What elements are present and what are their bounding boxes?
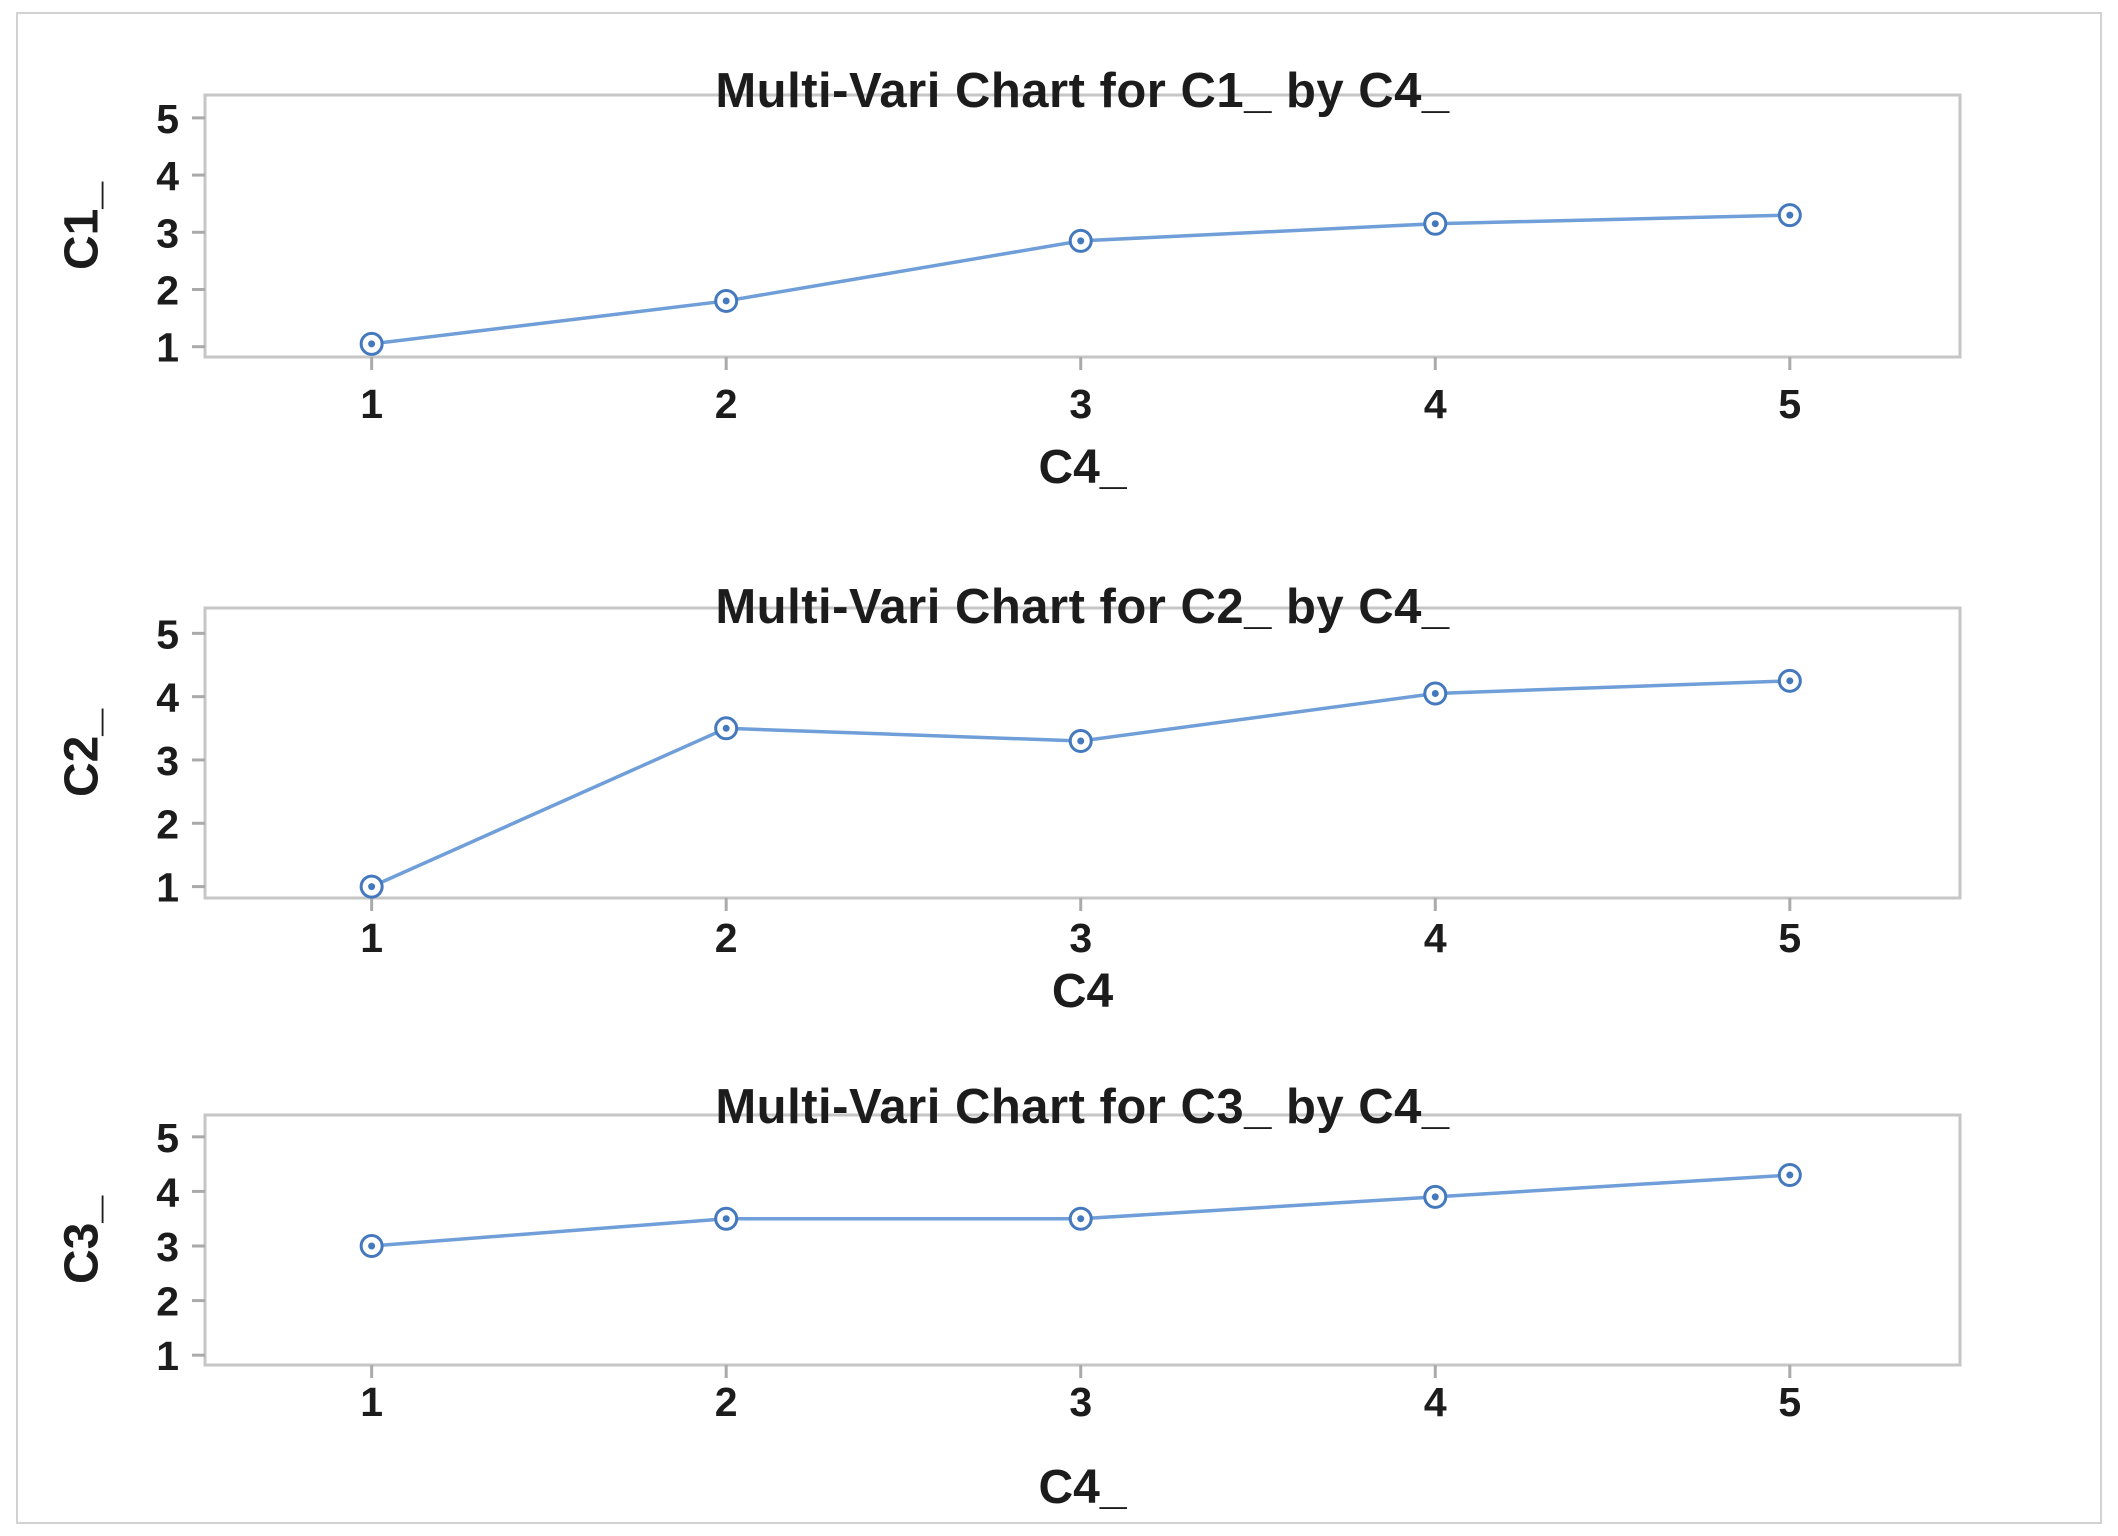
data-point-center-dot <box>1077 237 1085 245</box>
plot-area: 1 2 3 4 5 1 2 3 4 5 <box>156 93 1962 427</box>
y-axis-label: C3_ <box>55 1195 109 1285</box>
x-tick-label: 5 <box>1778 381 1801 427</box>
plot-area: 1 2 3 4 5 1 2 3 4 5 <box>156 606 1962 961</box>
data-point-center-dot <box>1786 1171 1794 1179</box>
chart-c2-by-c4: 1 2 3 4 5 1 2 3 4 5 Multi-Vari Chart for C2_ by C… <box>0 512 2118 1024</box>
data-point-center-dot <box>1786 677 1794 685</box>
x-tick-label: 1 <box>360 915 383 961</box>
x-tick-label: 2 <box>715 1379 738 1425</box>
data-point-center-dot <box>368 883 376 891</box>
data-point-center-dot <box>1077 737 1085 745</box>
y-tick-label: 5 <box>156 96 179 142</box>
data-point-center-dot <box>1431 689 1439 697</box>
x-tick-label: 3 <box>1069 915 1092 961</box>
y-tick-label: 3 <box>156 210 179 256</box>
x-tick-label: 4 <box>1424 1379 1447 1425</box>
x-tick-label: 3 <box>1069 381 1092 427</box>
chart-title: Multi-Vari Chart for C3_ by C4_ <box>715 1079 1450 1134</box>
y-tick-label: 1 <box>156 325 179 371</box>
y-tick-label: 4 <box>156 153 179 199</box>
y-axis-label: C1_ <box>55 181 109 271</box>
y-axis-label: C2_ <box>55 708 109 798</box>
chart-c1-by-c4: 1 2 3 4 5 1 2 3 4 5 Multi-Vari Chart for C1_ by C… <box>0 0 2118 512</box>
y-tick-label: 5 <box>156 1115 179 1161</box>
y-tick-label: 5 <box>156 611 179 657</box>
data-point-center-dot <box>1431 1193 1439 1201</box>
y-tick-label: 4 <box>156 675 179 721</box>
x-axis-label: C4_ <box>1038 1461 1127 1514</box>
x-tick-label: 5 <box>1778 915 1801 961</box>
data-point-center-dot <box>722 724 730 732</box>
plot-border <box>203 606 1962 900</box>
x-tick-label: 5 <box>1778 1379 1801 1425</box>
x-axis-label: C4 <box>1051 965 1114 1018</box>
y-tick-label: 4 <box>156 1169 179 1215</box>
y-tick-label: 2 <box>156 1279 179 1325</box>
plot-border <box>203 93 1962 359</box>
y-tick-label: 2 <box>156 267 179 313</box>
data-point-center-dot <box>1077 1215 1085 1223</box>
chart-c3-by-c4: 1 2 3 4 5 1 2 3 4 5 Multi-Vari Chart for C3_ by C… <box>0 1024 2118 1536</box>
x-axis-label: C4_ <box>1038 441 1127 494</box>
data-point-center-dot <box>722 297 730 305</box>
data-point-center-dot <box>722 1215 730 1223</box>
x-tick-label: 4 <box>1424 381 1447 427</box>
y-tick-label: 1 <box>156 1333 179 1379</box>
x-tick-label: 1 <box>360 1379 383 1425</box>
y-tick-label: 3 <box>156 1224 179 1270</box>
y-tick-label: 1 <box>156 865 179 911</box>
x-tick-label: 1 <box>360 381 383 427</box>
plot-border <box>203 1113 1962 1367</box>
x-tick-label: 2 <box>715 381 738 427</box>
y-tick-label: 3 <box>156 738 179 784</box>
chart-title: Multi-Vari Chart for C1_ by C4_ <box>715 63 1450 118</box>
x-tick-label: 2 <box>715 915 738 961</box>
chart-title: Multi-Vari Chart for C2_ by C4_ <box>715 579 1450 634</box>
data-point-center-dot <box>1786 211 1794 219</box>
data-point-center-dot <box>1431 220 1439 228</box>
plot-area: 1 2 3 4 5 1 2 3 4 5 <box>156 1113 1962 1425</box>
y-tick-label: 2 <box>156 801 179 847</box>
x-tick-label: 4 <box>1424 915 1447 961</box>
x-tick-label: 3 <box>1069 1379 1092 1425</box>
data-point-center-dot <box>368 340 376 348</box>
data-point-center-dot <box>368 1242 376 1250</box>
